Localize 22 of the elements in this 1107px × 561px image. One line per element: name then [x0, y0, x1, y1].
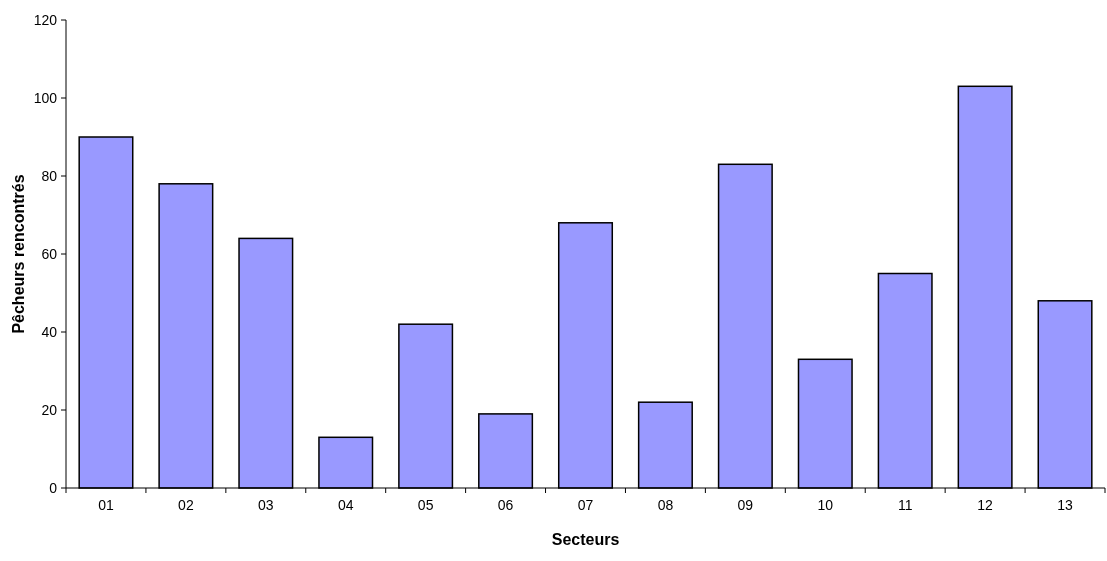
x-tick-label: 13 — [1057, 497, 1074, 513]
x-tick-label: 06 — [497, 497, 514, 513]
x-tick-label: 08 — [657, 497, 674, 513]
y-tick-label: 20 — [41, 401, 58, 418]
y-tick-label: 120 — [33, 11, 58, 28]
x-tick-label: 10 — [817, 497, 834, 513]
y-tick-label: 60 — [41, 245, 58, 262]
x-tick-label: 11 — [897, 497, 913, 513]
x-tick-label: 03 — [258, 497, 274, 513]
x-tick-label: 12 — [977, 497, 994, 513]
x-axis-title: Secteurs — [551, 531, 620, 548]
y-tick-label: 0 — [49, 479, 58, 496]
y-tick-label: 100 — [33, 89, 58, 106]
x-tick-label: 07 — [577, 497, 594, 513]
y-tick-label: 40 — [41, 323, 58, 340]
x-tick-label: 09 — [737, 497, 754, 513]
x-tick-label: 01 — [98, 497, 114, 513]
y-axis-title: Pêcheurs rencontrés — [10, 174, 27, 334]
x-tick-label: 05 — [417, 497, 434, 513]
x-tick-label: 04 — [337, 497, 354, 513]
x-tick-label: 02 — [178, 497, 194, 513]
y-tick-label: 80 — [41, 167, 58, 184]
